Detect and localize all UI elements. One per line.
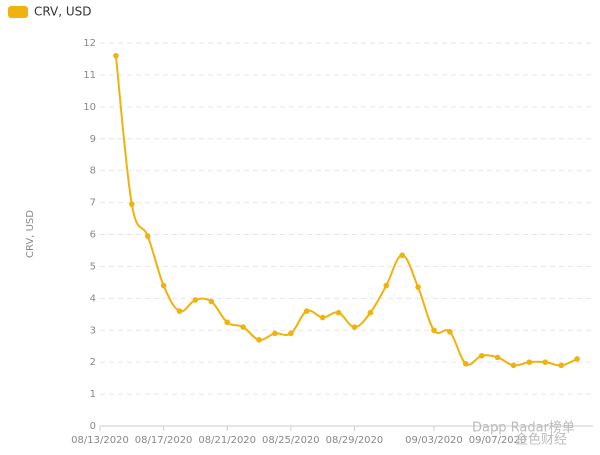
point (144, 233, 151, 239)
x-tick-label: 08/17/2020 (135, 435, 193, 446)
y-tick-label: 11 (83, 70, 96, 81)
y-tick-label: 0 (90, 421, 96, 432)
x-tick-label: 08/29/2020 (326, 435, 384, 446)
y-tick-label: 6 (90, 230, 96, 241)
point (272, 330, 278, 337)
point (303, 308, 310, 314)
point (462, 360, 469, 367)
point (224, 319, 231, 326)
point (192, 297, 199, 303)
point (335, 309, 342, 316)
point (256, 337, 262, 343)
legend-label: CRV, USD (34, 5, 92, 19)
y-tick-label: 9 (90, 134, 96, 145)
point (176, 308, 183, 314)
y-tick-label: 1 (90, 389, 96, 400)
point (383, 282, 390, 289)
point (351, 324, 358, 330)
point (399, 252, 405, 259)
y-tick-label: 4 (90, 293, 96, 304)
y-tick-label: 12 (83, 38, 96, 49)
point (558, 362, 564, 369)
y-tick-label: 3 (90, 325, 96, 336)
point (526, 359, 533, 365)
point (542, 359, 549, 365)
point (208, 298, 215, 305)
legend-swatch (8, 6, 28, 18)
point (367, 309, 374, 316)
point (240, 324, 246, 330)
y-tick-label: 5 (90, 261, 96, 272)
point (431, 327, 437, 334)
y-tick-label: 7 (90, 198, 96, 209)
x-tick-label: 09/03/2020 (405, 435, 463, 446)
point (494, 354, 501, 361)
watermark: 金色财经 (515, 432, 567, 448)
point (319, 314, 326, 321)
y-tick-label: 8 (90, 166, 96, 177)
y-tick-label: 2 (90, 357, 96, 368)
x-tick-label: 09/07/2020 (469, 435, 527, 446)
x-tick-label: 08/13/2020 (71, 435, 129, 446)
x-tick-label: 08/25/2020 (262, 435, 320, 446)
point (160, 282, 167, 289)
point (510, 362, 517, 369)
x-tick-label: 08/21/2020 (198, 435, 256, 446)
watermark: Dapp Radar榜单 (472, 420, 575, 436)
point (129, 201, 135, 207)
point (574, 356, 580, 362)
point (288, 330, 294, 337)
point (447, 329, 453, 335)
point (113, 52, 119, 59)
point (478, 352, 485, 359)
y-axis-label: CRV, USD (25, 210, 36, 258)
point (415, 284, 421, 290)
y-tick-label: 10 (83, 102, 96, 113)
series-line (114, 55, 578, 367)
